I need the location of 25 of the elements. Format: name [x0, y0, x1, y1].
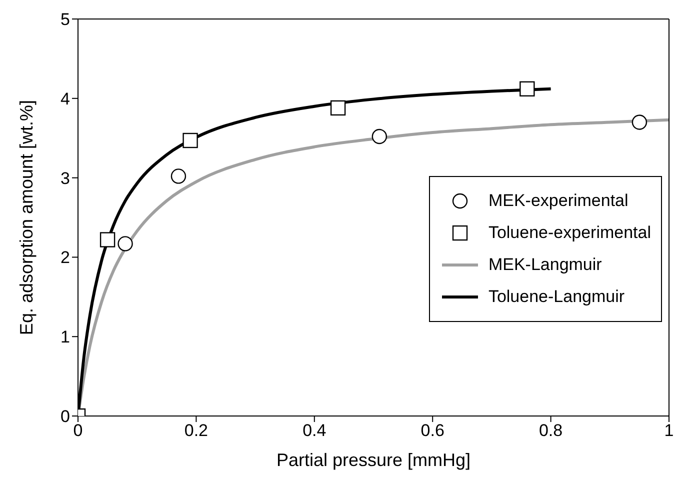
y-tick-label: 4	[60, 89, 70, 108]
legend-label: Toluene-experimental	[488, 223, 651, 243]
legend-label: MEK-experimental	[488, 191, 628, 211]
point	[118, 236, 133, 252]
x-tick-label: 0.8	[538, 421, 563, 440]
point	[182, 132, 198, 148]
x-tick-label: 0	[73, 421, 83, 440]
legend-label: Toluene-Langmuir	[488, 287, 625, 307]
x-tick-label: 0.2	[184, 421, 208, 440]
point	[632, 114, 648, 130]
x-tick-label: 0.4	[302, 421, 326, 440]
point	[520, 81, 535, 96]
point	[100, 232, 116, 248]
legend-label: MEK-Langmuir	[488, 255, 602, 275]
y-tick-label: 0	[60, 407, 70, 426]
x-tick-label: 1	[664, 421, 674, 440]
y-axis-title: Eq. adsorption amount [wt.%]	[16, 100, 36, 336]
x-tick-label: 0.6	[420, 421, 444, 440]
point	[372, 128, 388, 144]
point	[330, 100, 346, 116]
x-axis-title: Partial pressure [mmHg]	[276, 450, 471, 470]
y-tick-label: 2	[60, 248, 70, 268]
y-tick-label: 5	[60, 10, 70, 30]
y-tick-label: 3	[60, 168, 70, 188]
y-tick-label: 1	[60, 328, 70, 347]
